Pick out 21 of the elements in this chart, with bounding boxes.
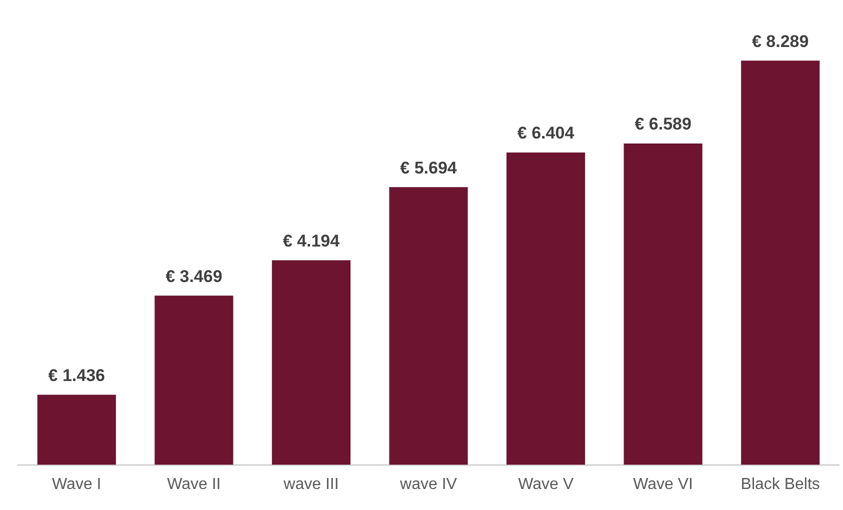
x-tick-label: Wave II <box>167 476 221 493</box>
bar <box>741 60 820 465</box>
x-tick-label: Wave V <box>518 476 574 493</box>
x-tick-label: Wave I <box>52 476 102 493</box>
bar <box>272 260 351 465</box>
data-label: € 6.404 <box>517 124 575 143</box>
data-label: € 1.436 <box>48 366 106 385</box>
x-tick-label: Black Belts <box>740 476 820 493</box>
x-tick-label: wave III <box>282 476 339 493</box>
bar <box>37 394 116 465</box>
bar <box>154 296 234 465</box>
data-label: € 5.694 <box>400 158 458 178</box>
bar <box>624 143 702 465</box>
data-label: € 3.469 <box>166 266 222 286</box>
x-tick-label: wave IV <box>399 476 458 493</box>
bar <box>389 187 468 465</box>
bar <box>506 152 586 465</box>
data-label: € 6.589 <box>634 114 692 134</box>
data-label: € 8.289 <box>752 32 809 51</box>
data-label: € 4.194 <box>282 231 340 250</box>
x-tick-label: Wave VI <box>633 476 694 493</box>
